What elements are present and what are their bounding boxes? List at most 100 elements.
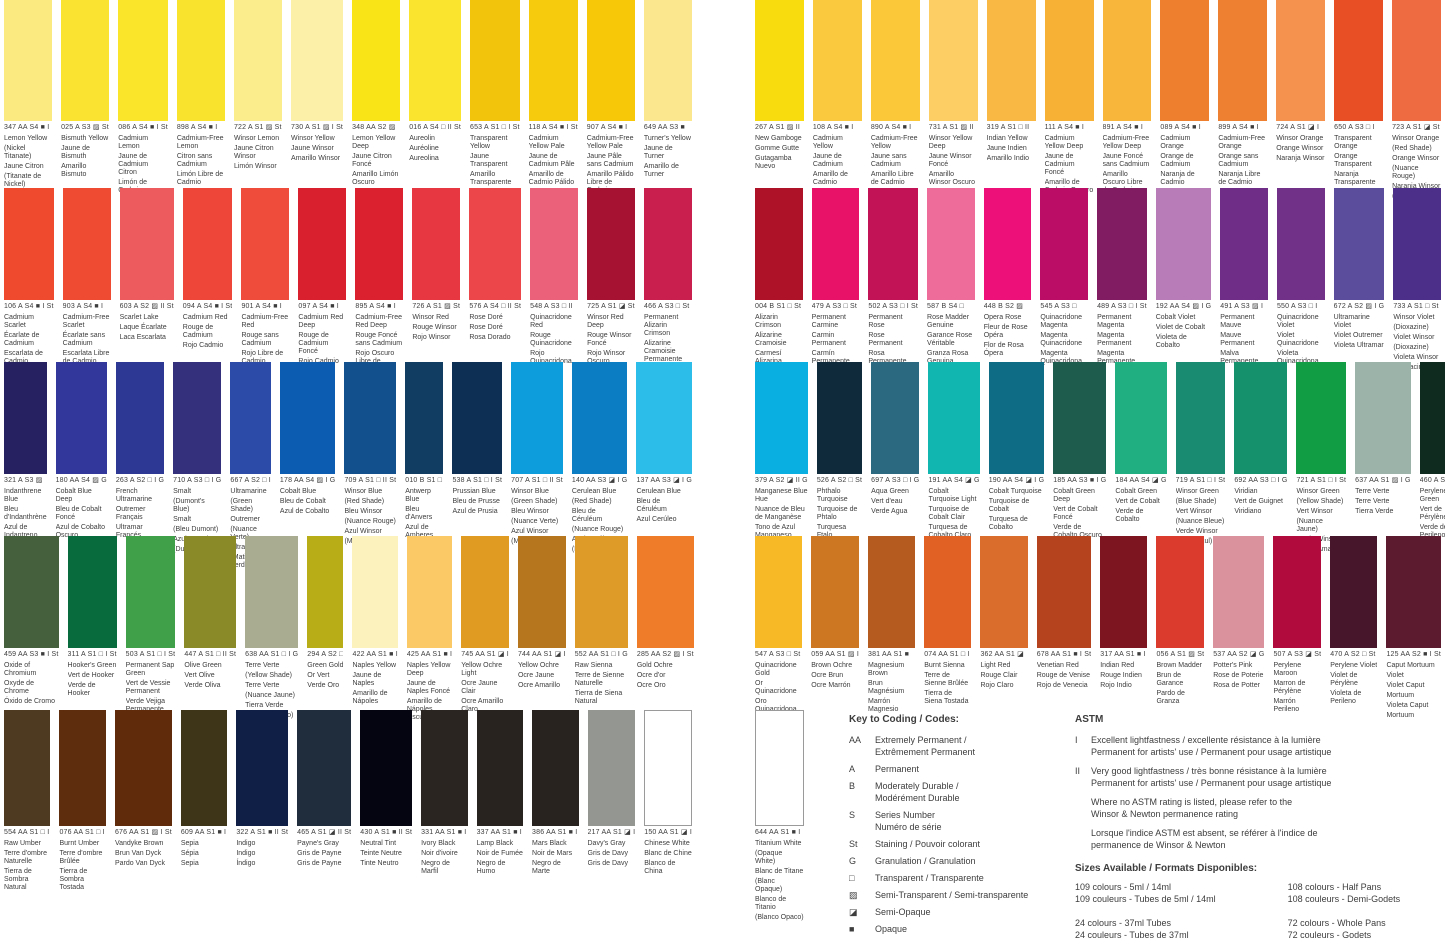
swatch-name: Rose Doré — [469, 324, 503, 331]
swatch-color — [470, 0, 520, 121]
swatch-name: (Nuance Bleue) — [1175, 518, 1225, 525]
swatch-name: Prussian Blue — [452, 488, 496, 495]
swatch-name: Garance Rose Véritable — [927, 332, 973, 347]
swatch-name: Mortuum — [1386, 712, 1415, 719]
swatch-code: 348 AA S2 ▨ — [352, 124, 396, 131]
swatch-code: 603 A S2 ▨ II St — [119, 303, 174, 310]
swatch-name: Naples Yellow — [352, 662, 397, 669]
swatch-name: Escarlata de Cadmio — [4, 350, 43, 365]
swatch-name: Bleu d'Anvers — [405, 506, 433, 521]
swatch-name: Cobalt Blue — [279, 488, 317, 495]
swatch-label: 470 A S2 □ St Perylene Violet Violet de Pé… — [1330, 648, 1377, 708]
swatch-color — [405, 362, 444, 474]
swatch-cell: 191 AA S4 ◪ G Cobalt Turquoise Light Turqu… — [928, 362, 980, 556]
swatch-name: Tierra de Sombra Natural — [4, 868, 32, 891]
swatch-name: Verde de Cobalto — [1115, 508, 1144, 523]
swatch-label: 178 AA S4 ▨ I G Cobalt Blue Bleu de Cobalt… — [280, 474, 336, 518]
swatch-name: Neutral Tint — [360, 840, 397, 847]
swatch-name: Cobalt Blue Deep — [55, 488, 92, 503]
swatch-code: 721 A S1 □ I St — [1296, 477, 1347, 484]
swatch-name: New Gamboge — [755, 135, 802, 142]
swatch-name: Fleur de Rose Opéra — [983, 324, 1028, 339]
swatch-code: 192 AA S4 ▨ I G — [1155, 303, 1212, 310]
swatch-code: 016 A S4 □ II St — [409, 124, 461, 131]
swatch-label: 587 B S4 □ Rose Madder Genuine Garance Ros… — [927, 300, 975, 368]
swatch-label: 137 AA S3 ◪ I G Cerulean Blue Bleu de Céru… — [636, 474, 692, 526]
swatch-name: Gris de Payne — [297, 850, 342, 857]
swatch-color — [409, 0, 461, 121]
swatch-name: (Nuance Rouge) — [344, 518, 396, 525]
swatch-label: 294 A S2 □ Green Gold Or Vert Verde Oro — [307, 648, 343, 692]
swatch-label: 263 A S2 □ I G French Ultramarine Outremer… — [116, 474, 164, 542]
swatch-name: Terre Verte — [245, 682, 280, 689]
swatch-code: 111 A S4 ■ I — [1044, 124, 1085, 131]
swatch-name: Jaune de Cadmium Foncé — [1044, 153, 1075, 176]
swatch-name: Indigo — [236, 840, 256, 847]
swatch-code: 898 A S4 ■ I — [176, 124, 218, 131]
key-item: ▨ Semi-Transparent / Semi-transparente — [849, 889, 1061, 901]
swatch-name: Ocre Amarillo — [517, 682, 560, 689]
swatch-code: 331 AA S1 ■ I — [421, 829, 467, 836]
swatch-name: Quinacridone Violet — [1276, 314, 1319, 329]
swatch-name: Violeta de Cobalto — [1155, 334, 1187, 349]
swatch-name: Naranja Winsor — [1276, 155, 1325, 162]
astm-section: ASTM I Excellent lightfastness / excellen… — [1075, 714, 1445, 941]
swatch-label: 425 AA S1 ■ I Naples Yellow Deep Jaune de … — [407, 648, 452, 724]
swatch-label: 545 A S3 □ Quinacridone Magenta Magenta Qu… — [1040, 300, 1088, 368]
swatch-name: Cadmium-Free Scarlet — [62, 314, 110, 329]
swatch-color — [245, 536, 299, 648]
swatch-name: Naples Yellow Deep — [406, 662, 451, 677]
swatch-label: 744 AA S1 ◪ I Yellow Ochre Ocre Jaune Ocre … — [518, 648, 566, 692]
key-label: Granulation / Granulation — [875, 856, 976, 866]
swatch-name: Turner's Yellow — [643, 135, 691, 142]
swatch-color — [1334, 0, 1384, 121]
swatch-name: Quinacridone Magenta — [1040, 314, 1083, 329]
swatch-name: Pardo Van Dyck — [114, 860, 165, 867]
swatch-cell: 267 A S1 ▨ II New Gamboge Gomme Gutte Gutag… — [755, 0, 804, 203]
swatch-code: 010 B S1 □ — [405, 477, 443, 484]
swatch-name: Quinacridone Red — [530, 314, 572, 329]
key-item: □ Transparent / Transparente — [849, 872, 1061, 884]
swatch-name: Naranja de Cadmio — [1160, 171, 1195, 186]
swatch-name: Brun de Garance — [1156, 672, 1184, 687]
swatch-code: 730 A S1 ▨ I St — [291, 124, 344, 131]
swatch-name: Violet de Cobalt — [1155, 324, 1206, 331]
swatch-cell: 479 A S3 □ St Permanent Carmine Carmin Per… — [811, 188, 860, 374]
swatch-name: Permanent Carmine — [811, 314, 846, 329]
swatch-name: Violeta Caput — [1386, 702, 1429, 709]
swatch-color — [352, 0, 401, 121]
swatch-color — [511, 362, 563, 474]
swatch-cell: 311 A S1 □ I St Hooker's Green Vert de Hoo… — [67, 536, 117, 724]
swatch-name: Jaune Citron Foncé — [352, 153, 392, 168]
swatch-cell: 719 A S1 □ I St Winsor Green (Blue Shade) V… — [1175, 362, 1226, 556]
swatch-name: Cadmium Yellow — [812, 135, 843, 150]
swatch-name: Azul de Cobalto Oscuro — [55, 524, 106, 539]
swatch-name: Violeta Winsor — [1393, 354, 1439, 361]
swatch-name: Amarillo de Cadmio Pálido — [528, 171, 575, 186]
swatch-cell: 710 A S3 □ I G Smalt (Dumont's Blue) Smalt (… — [173, 362, 222, 572]
swatch-code: 106 A S4 ■ I St — [4, 303, 54, 310]
swatch-code: 025 A S3 ▨ St — [61, 124, 109, 131]
swatch-cell: 059 AA S1 ▨ I Brown Ochre Ocre Brun Ocre Ma… — [811, 536, 859, 722]
swatch-name: Limón Winsor — [233, 163, 277, 170]
swatch-cell: 319 A S1 □ II Indian Yellow Jaune Indien Am… — [986, 0, 1036, 203]
swatch-color — [1393, 188, 1441, 300]
swatch-name: Cadmium Orange — [1160, 135, 1191, 150]
swatch-name: Rojo Winsor — [412, 334, 451, 341]
swatch-code: 108 A S4 ■ I — [812, 124, 854, 131]
swatch-cell: 722 A S1 ▨ St Winsor Lemon Jaune Citron Wi… — [233, 0, 283, 219]
swatch-cell: 470 A S2 □ St Perylene Violet Violet de Pé… — [1330, 536, 1378, 722]
swatch-name: Bleu Winsor — [511, 508, 549, 515]
swatch-cell: 089 A S4 ■ I Cadmium Orange Orange de Cadm… — [1160, 0, 1210, 203]
swatch-name: Burnt Sienna — [924, 662, 965, 669]
swatch-label: 094 A S4 ■ I St Cadmium Red Rouge de Cadmi… — [183, 300, 233, 352]
swatch-name: Magnesium Brown — [867, 662, 905, 677]
swatch-color — [644, 188, 692, 300]
swatch-label: 692 AA S3 □ I G Viridian Vert de Guignet Vi… — [1234, 474, 1287, 518]
swatch-name: Blanc de Titane — [755, 868, 804, 875]
sizes-column-left: 109 colours - 5ml / 14ml 109 couleurs - T… — [1075, 881, 1280, 941]
swatch-row: 459 AA S3 ■ I St Oxide of Chromium Oxyde d… — [4, 536, 694, 721]
swatch-name: Turquoise de Cobalt Clair — [928, 506, 970, 521]
swatch-name: Jaune Citron — [4, 163, 44, 170]
swatch-label: 725 A S1 ◪ St Winsor Red Deep Rouge Winsor… — [587, 300, 635, 368]
